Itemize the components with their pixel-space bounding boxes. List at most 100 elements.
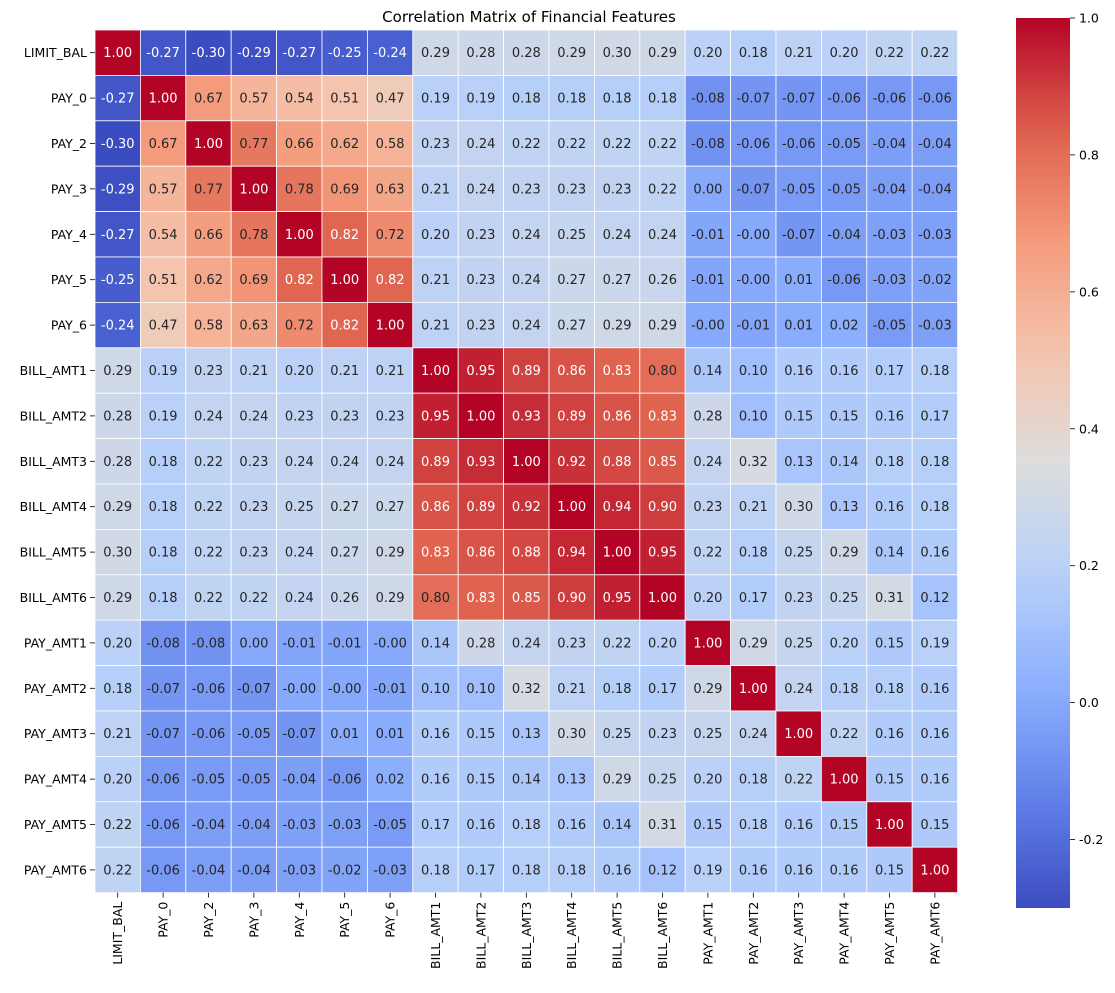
heatmap-cell	[911, 801, 959, 848]
heatmap-cell	[866, 619, 913, 667]
heatmap-cell	[457, 75, 505, 122]
cell-value-label: -0.24	[373, 46, 407, 61]
cell-value-label: -0.07	[146, 727, 180, 742]
heatmap-cell	[94, 574, 141, 621]
cell-value-label: -0.06	[192, 682, 226, 697]
heatmap-cell	[503, 801, 550, 848]
heatmap-cell	[594, 29, 641, 76]
cell-value-label: 0.16	[875, 500, 904, 515]
y-tick-label: PAY_2	[51, 136, 87, 151]
cell-value-label: 0.22	[194, 546, 223, 561]
heatmap-cell	[775, 392, 822, 440]
heatmap-cell	[730, 347, 777, 394]
cell-value-label: 0.24	[784, 682, 813, 697]
heatmap-cell	[730, 301, 777, 349]
cell-value-label: 0.85	[512, 591, 541, 606]
heatmap-cell	[321, 665, 368, 712]
cell-value-label: 0.25	[603, 727, 632, 742]
cell-value-label: -0.01	[691, 273, 725, 288]
cell-value-label: 0.00	[693, 182, 722, 197]
cell-value-label: 0.16	[920, 773, 949, 788]
cell-value-label: -0.07	[782, 228, 816, 243]
cell-value-label: 0.30	[784, 500, 813, 515]
cell-value-label: 0.88	[512, 546, 541, 561]
cell-value-label: 0.18	[149, 455, 178, 470]
heatmap-cell	[366, 165, 414, 212]
cell-value-label: 0.29	[693, 682, 722, 697]
heatmap-cell	[730, 392, 777, 440]
y-tick-label: PAY_AMT4	[24, 772, 87, 787]
heatmap-cell	[366, 801, 414, 848]
y-tick-label: PAY_5	[51, 272, 87, 287]
cell-value-label: 0.17	[466, 863, 495, 878]
cell-value-label: -0.01	[282, 636, 316, 651]
heatmap-cell	[412, 619, 459, 667]
cell-value-label: 0.95	[603, 591, 632, 606]
heatmap-cell	[139, 165, 187, 212]
y-tick-label: PAY_4	[51, 227, 87, 242]
cell-value-label: -0.03	[918, 228, 952, 243]
cell-value-label: 0.78	[239, 228, 268, 243]
cell-value-label: -0.03	[328, 818, 362, 833]
cell-value-label: 0.24	[285, 591, 314, 606]
heatmap-cell	[911, 529, 959, 576]
cell-value-label: 0.20	[103, 636, 132, 651]
cell-value-label: 0.20	[830, 636, 859, 651]
y-tick-label: BILL_AMT1	[20, 363, 87, 378]
cell-value-label: 0.89	[421, 455, 450, 470]
cell-value-label: -0.00	[691, 319, 725, 334]
heatmap-cell	[594, 483, 641, 530]
heatmap-cell	[503, 756, 550, 803]
heatmap-cell	[684, 619, 732, 667]
heatmap-cell	[139, 846, 187, 894]
heatmap-cell	[230, 120, 277, 167]
cell-value-label: 0.77	[194, 182, 223, 197]
cell-value-label: 0.51	[149, 273, 178, 288]
heatmap-cell	[412, 256, 459, 303]
cell-value-label: 0.77	[239, 137, 268, 152]
cell-value-label: 0.23	[603, 182, 632, 197]
heatmap-cell	[548, 211, 595, 258]
heatmap-cell	[276, 483, 323, 530]
heatmap-cell	[457, 211, 505, 258]
heatmap-cell	[276, 438, 323, 485]
cell-value-label: 0.18	[739, 773, 768, 788]
heatmap-cell	[594, 211, 641, 258]
heatmap-cell	[276, 256, 323, 303]
cell-value-label: 0.29	[421, 46, 450, 61]
heatmap-cell	[821, 801, 868, 848]
cell-value-label: 0.72	[285, 319, 314, 334]
cell-value-label: 0.18	[603, 92, 632, 107]
cell-value-label: 0.86	[557, 364, 586, 379]
cell-value-label: -0.01	[691, 228, 725, 243]
x-tick-label: BILL_AMT6	[655, 902, 670, 969]
cell-value-label: 0.25	[784, 546, 813, 561]
heatmap-cell	[321, 710, 368, 757]
heatmap-cell	[139, 756, 187, 803]
heatmap-cell	[730, 211, 777, 258]
cell-value-label: 0.14	[512, 773, 541, 788]
heatmap-cell	[775, 529, 822, 576]
cell-value-label: 0.24	[693, 455, 722, 470]
cell-value-label: 0.18	[512, 92, 541, 107]
cell-value-label: 0.80	[421, 591, 450, 606]
cell-value-label: -0.03	[373, 863, 407, 878]
cell-value-label: 0.21	[421, 182, 450, 197]
cell-value-label: 0.32	[512, 682, 541, 697]
cell-value-label: 0.16	[557, 818, 586, 833]
cell-value-label: -0.08	[691, 92, 725, 107]
heatmap-cell	[775, 665, 822, 712]
cell-value-label: 0.10	[739, 364, 768, 379]
heatmap-cell	[457, 529, 505, 576]
cell-value-label: 0.28	[512, 46, 541, 61]
cell-value-label: -0.02	[328, 863, 362, 878]
heatmap-cell	[684, 301, 732, 349]
heatmap-cell	[866, 846, 913, 894]
cell-value-label: 1.00	[149, 92, 178, 107]
heatmap-cell	[276, 619, 323, 667]
cell-value-label: 0.24	[330, 455, 359, 470]
heatmap-cell	[230, 529, 277, 576]
cell-value-label: 0.20	[421, 228, 450, 243]
heatmap-cell	[866, 211, 913, 258]
cell-value-label: 0.16	[920, 682, 949, 697]
